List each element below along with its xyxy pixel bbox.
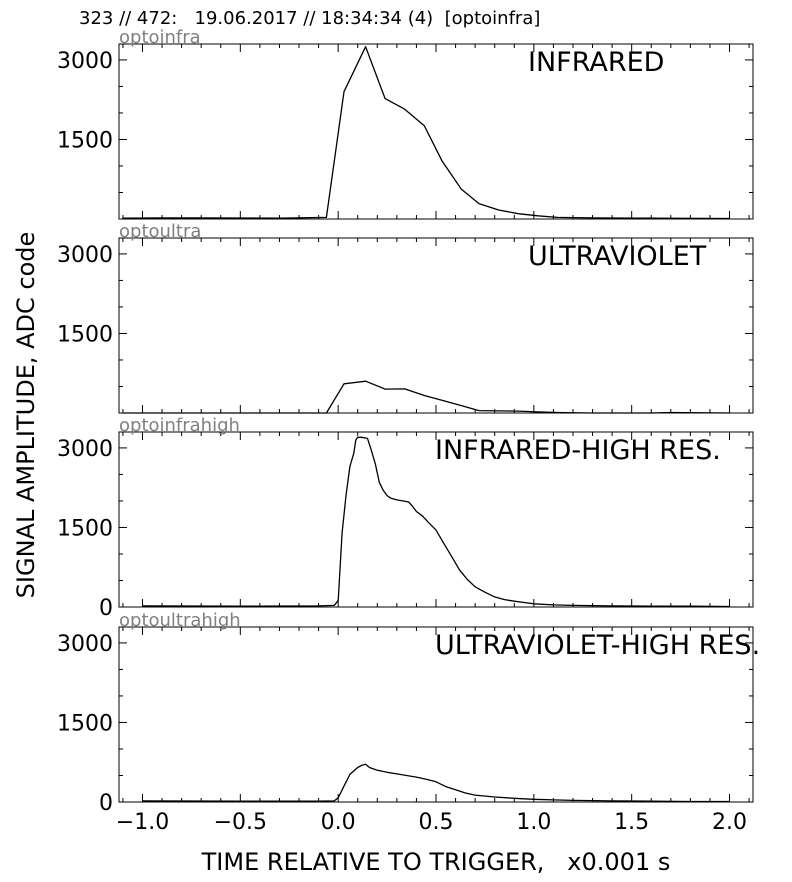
series-line-optoultra: [122, 380, 730, 414]
panel-title: INFRARED-HIGH RES.: [435, 435, 721, 466]
y-tick-label: 3000: [57, 49, 113, 74]
y-tick-label: 0: [99, 596, 113, 621]
panel-title: INFRARED: [528, 47, 664, 78]
y-tick-label: 3000: [57, 437, 113, 462]
y-tick-label: 0: [99, 791, 113, 816]
x-tick-label: 2.0: [712, 810, 747, 835]
x-tick-label: 1.0: [516, 810, 551, 835]
y-tick-label: 3000: [57, 632, 113, 657]
x-tick-label: −0.5: [214, 810, 267, 835]
y-tick-label: 1500: [57, 128, 113, 153]
x-tick-label: 1.5: [614, 810, 649, 835]
panel-name-label: optoultra: [119, 221, 201, 242]
panel-name-label: optoinfrahigh: [119, 415, 240, 436]
panel-title: ULTRAVIOLET-HIGH RES.: [435, 630, 760, 661]
x-tick-label: −1.0: [116, 810, 169, 835]
series-line-optoinfrahigh: [142, 436, 730, 608]
panel-title: ULTRAVIOLET: [528, 241, 707, 272]
y-tick-label: 1500: [57, 516, 113, 541]
x-tick-label: 0.0: [321, 810, 356, 835]
y-tick-label: 1500: [57, 711, 113, 736]
panel-name-label: optoinfra: [119, 27, 201, 48]
panel-name-label: optoultrahigh: [119, 610, 241, 631]
series-line-optoinfra: [122, 46, 730, 220]
x-tick-label: 0.5: [419, 810, 454, 835]
x-axis-label: TIME RELATIVE TO TRIGGER, x0.001 s: [201, 848, 671, 876]
y-tick-label: 3000: [57, 243, 113, 268]
figure-header: 323 // 472: 19.06.2017 // 18:34:34 (4) […: [79, 8, 541, 29]
y-tick-label: 1500: [57, 322, 113, 347]
series-line-optoultrahigh: [142, 763, 730, 803]
